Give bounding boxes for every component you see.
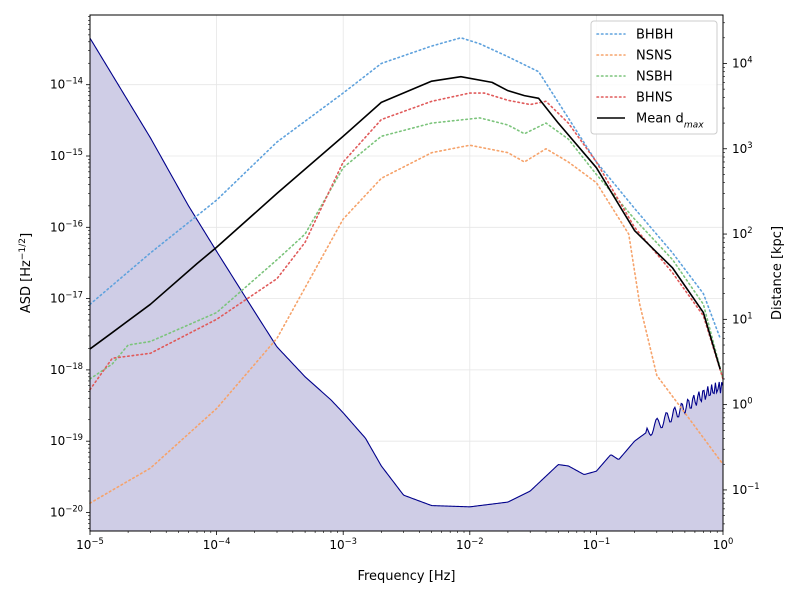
legend-label-3: BHNS [636, 91, 673, 106]
series-line-1 [89, 144, 724, 504]
x-tick-label: 10−4 [203, 536, 231, 552]
x-axis-label: Frequency [Hz] [357, 569, 455, 584]
right-axis-label: Distance [kpc] [770, 226, 785, 320]
x-tick-label: 100 [713, 536, 734, 552]
left-tick-label: 10−17 [50, 290, 83, 306]
left-tick-label: 10−16 [50, 218, 83, 234]
legend-label-0: BHBH [636, 28, 673, 43]
right-axis-ticks: 10−1 100 101 102 103 104 [723, 22, 760, 525]
plot-frame [89, 14, 724, 532]
x-axis-ticks: 10−5 10−4 10−3 10−2 10−1 100 [76, 531, 733, 552]
axis-labels: Frequency [Hz] ASD [Hz−1/2] Distance [kpc] [18, 226, 785, 584]
left-tick-label: 10−14 [50, 76, 83, 92]
left-tick-label: 10−19 [50, 432, 83, 448]
legend-box [590, 20, 718, 135]
x-tick-label: 10−2 [456, 536, 484, 552]
series-line-4 [89, 75, 721, 370]
x-tick-label: 10−3 [329, 536, 357, 552]
x-tick-label: 10−5 [76, 536, 104, 552]
x-tick-label: 10−1 [583, 536, 611, 552]
right-tick-label: 104 [732, 54, 753, 70]
range-series-lines [89, 36, 724, 504]
series-line-2 [89, 117, 724, 380]
legend-label-4: Mean dmax [636, 112, 704, 131]
asd-fill-area [90, 38, 723, 531]
right-tick-label: 10−1 [732, 481, 760, 497]
right-tick-label: 103 [732, 140, 753, 156]
series-line-0 [89, 36, 721, 340]
left-axis-ticks: 10−20 10−19 10−18 10−17 10−16 10−15 10−14 [50, 16, 90, 529]
series-line-3 [89, 92, 724, 391]
legend-label-1: NSNS [636, 49, 672, 64]
asd-fill [90, 38, 723, 531]
right-tick-label: 100 [732, 396, 753, 412]
right-tick-label: 101 [732, 310, 753, 326]
left-axis-label: ASD [Hz−1/2] [18, 233, 34, 313]
left-tick-label: 10−20 [50, 503, 83, 519]
legend-label-2: NSBH [636, 70, 673, 85]
left-tick-label: 10−18 [50, 361, 83, 377]
left-tick-label: 10−15 [50, 147, 83, 163]
right-tick-label: 102 [732, 225, 753, 241]
legend: BHBH NSNS NSBH BHNS Mean dmax [590, 20, 718, 135]
